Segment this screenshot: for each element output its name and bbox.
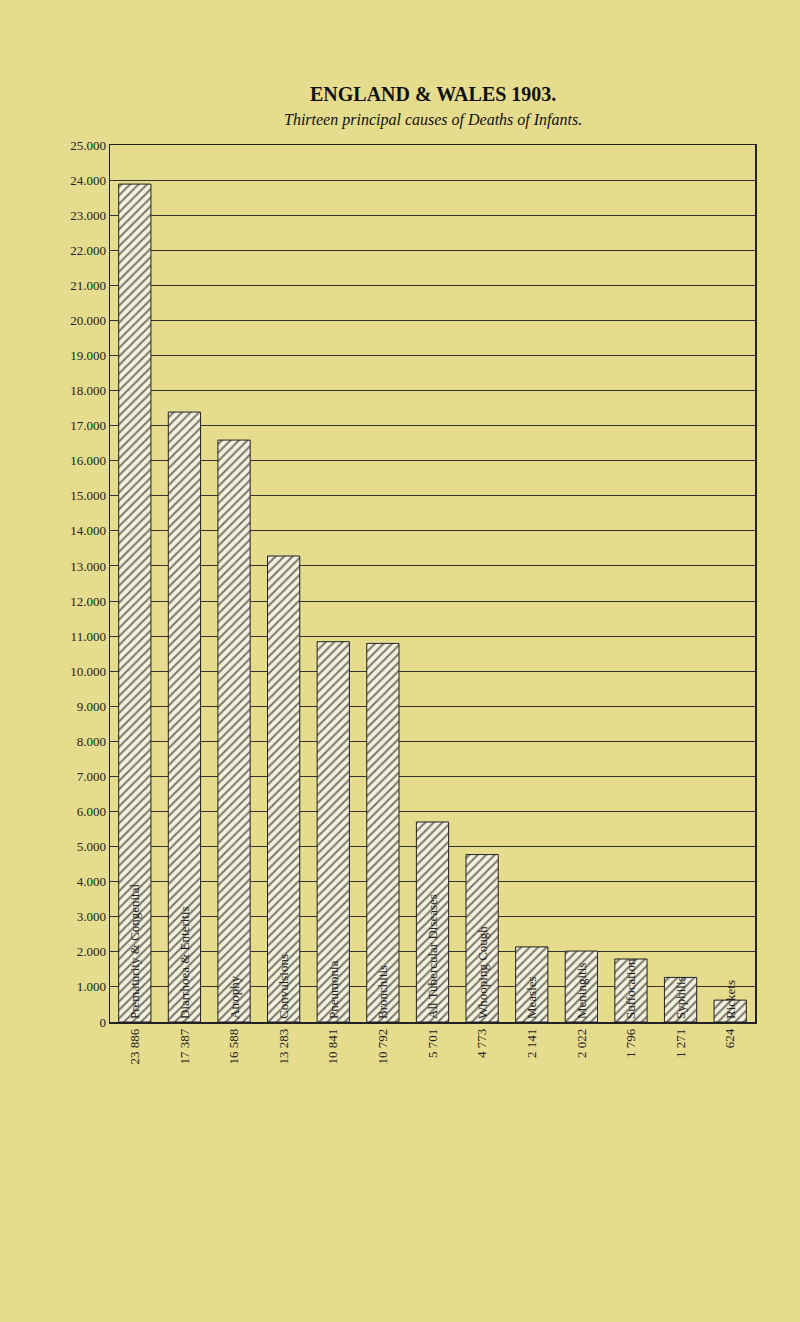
svg-text:18.000: 18.000 [70,383,106,398]
svg-text:Thirteen principal causes of D: Thirteen principal causes of Deaths of I… [284,111,582,129]
svg-text:12.000: 12.000 [70,594,106,609]
svg-text:All Tubercular Diseases: All Tubercular Diseases [425,894,440,1019]
svg-text:Suffocation: Suffocation [623,958,638,1019]
svg-text:8.000: 8.000 [77,734,106,749]
svg-text:16 588: 16 588 [226,1029,241,1065]
svg-text:1.000: 1.000 [77,979,106,994]
svg-text:17.000: 17.000 [70,418,106,433]
svg-text:Rickets: Rickets [723,980,738,1019]
svg-text:Convulsions: Convulsions [276,954,291,1019]
svg-text:10 792: 10 792 [375,1029,390,1065]
svg-text:25.000: 25.000 [70,138,106,153]
svg-text:9.000: 9.000 [77,699,106,714]
svg-text:2.000: 2.000 [77,944,106,959]
svg-text:23 886: 23 886 [127,1028,142,1064]
svg-text:13 283: 13 283 [276,1029,291,1065]
svg-text:1 796: 1 796 [623,1028,638,1058]
svg-text:2 022: 2 022 [574,1029,589,1058]
svg-text:14.000: 14.000 [70,523,106,538]
svg-text:ENGLAND & WALES 1903.: ENGLAND & WALES 1903. [310,83,556,105]
svg-text:23.000: 23.000 [70,208,106,223]
svg-text:5.000: 5.000 [77,839,106,854]
svg-text:Atrophy: Atrophy [227,975,242,1019]
svg-text:3.000: 3.000 [77,909,106,924]
svg-text:4.000: 4.000 [77,874,106,889]
svg-text:17 387: 17 387 [177,1028,192,1064]
svg-text:0: 0 [99,1015,106,1030]
svg-text:4 773: 4 773 [474,1029,489,1058]
svg-text:Pneumonia: Pneumonia [326,960,341,1019]
svg-text:Bronchitis: Bronchitis [375,965,390,1019]
svg-text:10 841: 10 841 [325,1029,340,1065]
svg-text:Diarrhoea & Enteritis: Diarrhoea & Enteritis [177,906,192,1019]
svg-text:624: 624 [722,1028,737,1048]
svg-text:24.000: 24.000 [70,173,106,188]
svg-text:7.000: 7.000 [77,769,106,784]
svg-text:Measles: Measles [524,976,539,1019]
svg-text:10.000: 10.000 [70,664,106,679]
svg-text:16.000: 16.000 [70,453,106,468]
svg-text:5 701: 5 701 [425,1029,440,1058]
svg-text:Meningitis: Meningitis [574,963,589,1019]
svg-text:22.000: 22.000 [70,243,106,258]
svg-text:Whooping Cough: Whooping Cough [475,926,490,1019]
svg-text:Prematurity & Congenital: Prematurity & Congenital [127,884,142,1019]
svg-text:15.000: 15.000 [70,488,106,503]
svg-text:2 141: 2 141 [524,1029,539,1058]
svg-text:21.000: 21.000 [70,278,106,293]
svg-text:1 271: 1 271 [673,1029,688,1058]
svg-text:13.000: 13.000 [70,559,106,574]
svg-text:20.000: 20.000 [70,313,106,328]
svg-text:19.000: 19.000 [70,348,106,363]
svg-text:Syphilis: Syphilis [673,976,688,1019]
svg-text:11.000: 11.000 [71,629,106,644]
svg-text:6.000: 6.000 [77,804,106,819]
